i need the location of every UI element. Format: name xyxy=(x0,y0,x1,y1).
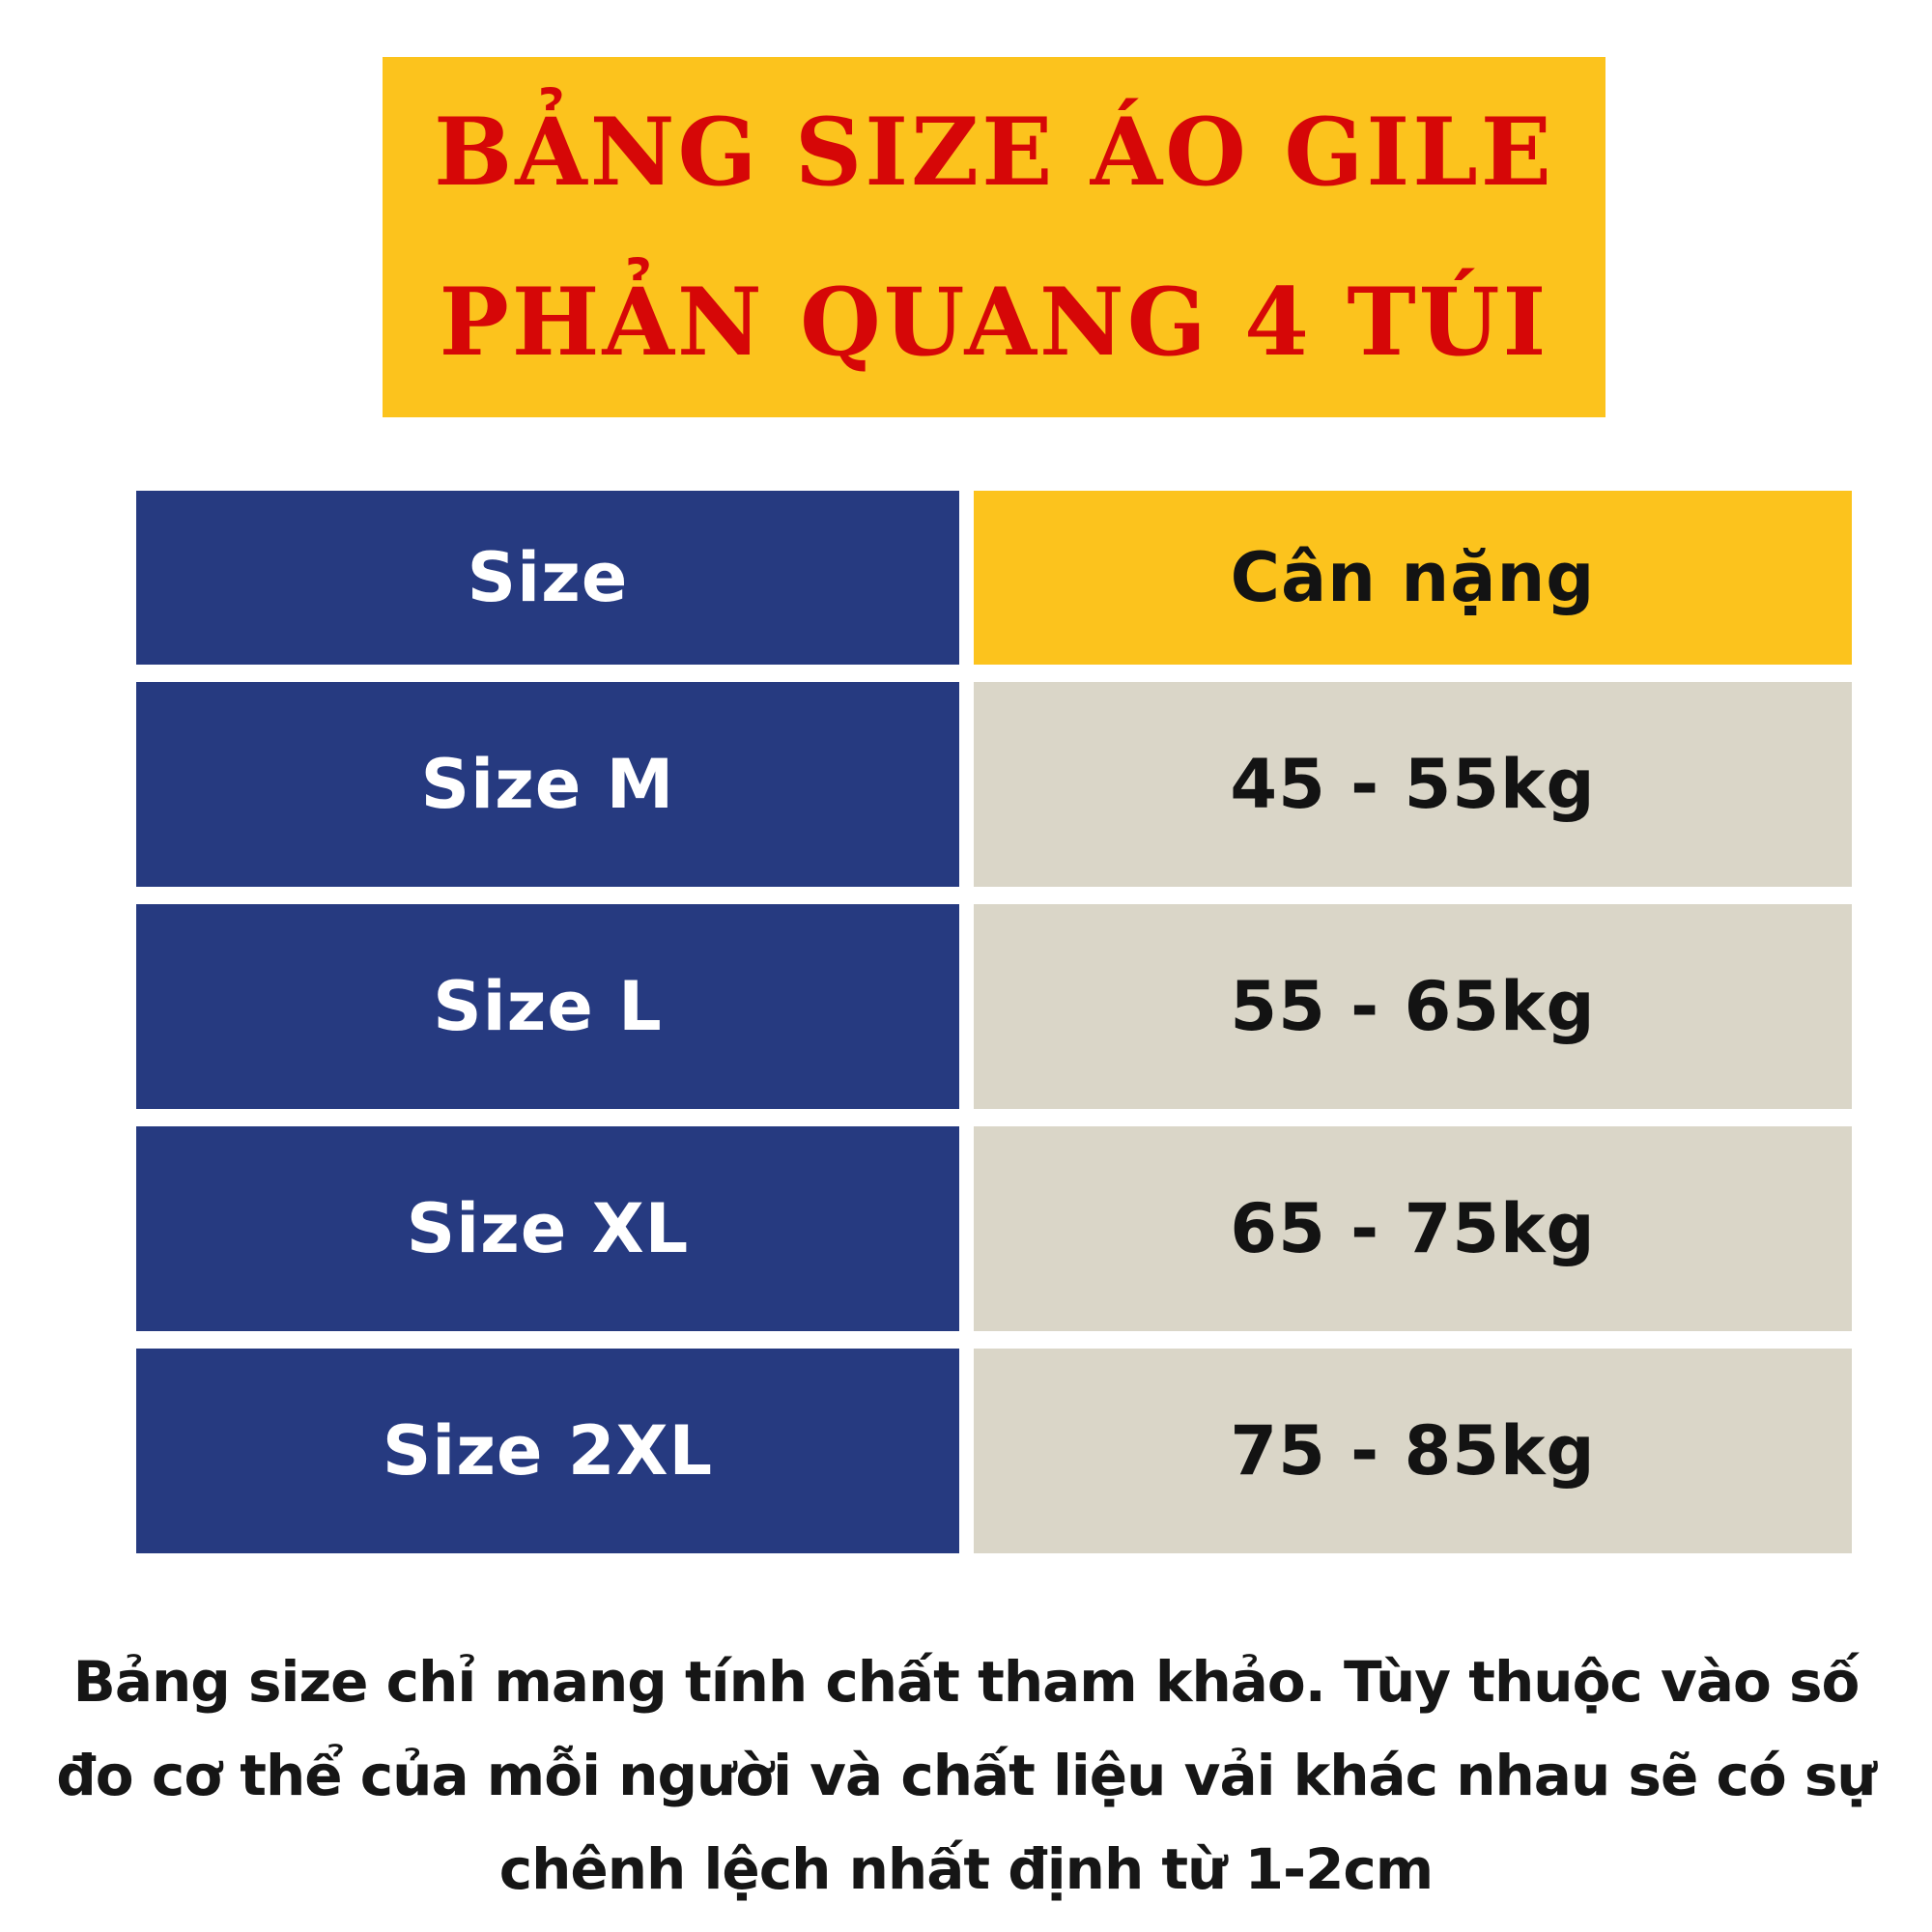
disclaimer-line-1: Bảng size chỉ mang tính chất tham khảo. … xyxy=(72,1649,1861,1715)
disclaimer-note: Bảng size chỉ mang tính chất tham khảo. … xyxy=(0,1635,1932,1917)
page-title-line-2: PHẢN QUANG 4 TÚI xyxy=(439,267,1549,377)
title-banner: BẢNG SIZE ÁO GILE PHẢN QUANG 4 TÚI xyxy=(383,57,1605,417)
table-row-size-l-weight: 55 - 65kg xyxy=(974,904,1852,1109)
table-row-size-l-label: Size L xyxy=(136,904,959,1109)
size-table: Size Cân nặng Size M 45 - 55kg Size L 55… xyxy=(136,491,1852,1553)
table-row-size-m-label: Size M xyxy=(136,682,959,887)
table-row-size-xl-weight: 65 - 75kg xyxy=(974,1126,1852,1331)
table-row-size-2xl-weight: 75 - 85kg xyxy=(974,1349,1852,1553)
table-row-size-m-weight: 45 - 55kg xyxy=(974,682,1852,887)
table-row-size-2xl-label: Size 2XL xyxy=(136,1349,959,1553)
column-header-weight: Cân nặng xyxy=(974,491,1852,665)
disclaimer-line-3: chênh lệch nhất định từ 1-2cm xyxy=(498,1836,1435,1902)
column-header-size: Size xyxy=(136,491,959,665)
table-row-size-xl-label: Size XL xyxy=(136,1126,959,1331)
page-title-line-1: BẢNG SIZE ÁO GILE xyxy=(434,97,1554,207)
disclaimer-line-2: đo cơ thể của mỗi người và chất liệu vải… xyxy=(56,1743,1876,1808)
